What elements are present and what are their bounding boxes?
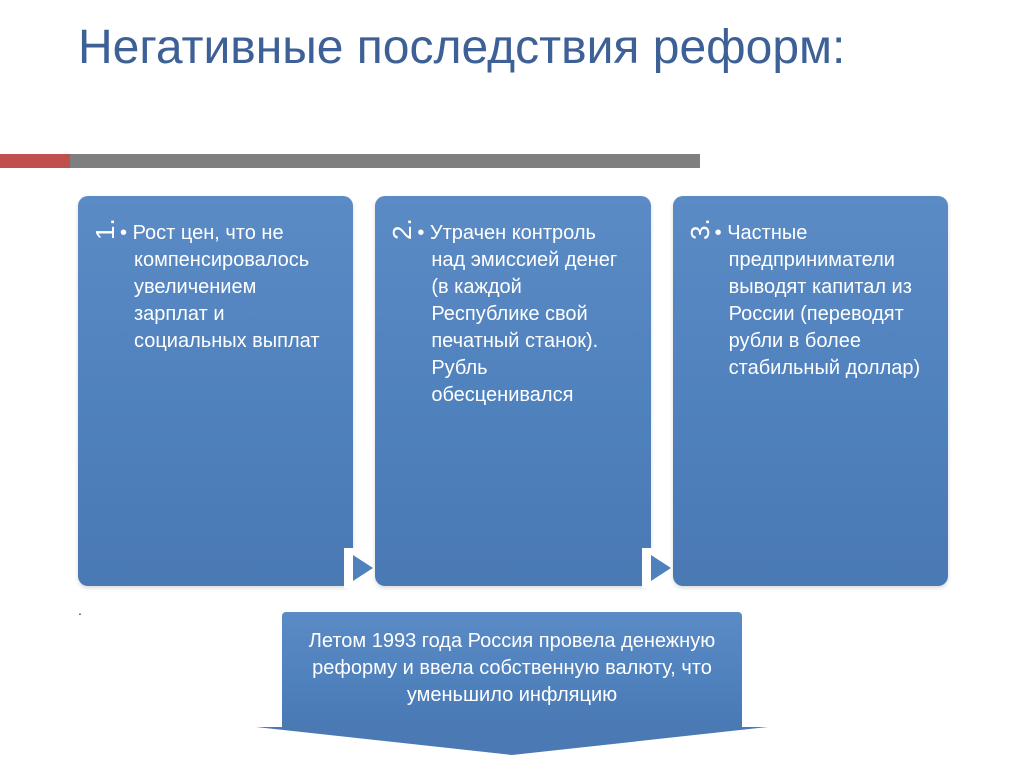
accent-gray	[70, 154, 700, 168]
card-1-number: 1.	[90, 218, 121, 240]
summary-text: Летом 1993 года Россия провела денежную …	[282, 612, 742, 727]
card-3-number: 3.	[685, 218, 716, 240]
accent-bar	[0, 154, 1024, 168]
card-3-text: Частные предприниматели выводят капитал …	[729, 220, 930, 382]
accent-white	[700, 154, 1024, 168]
card-1: 1. Рост цен, что не компенсировалось уве…	[78, 196, 353, 586]
slide: Негативные последствия реформ: 1. Рост ц…	[0, 0, 1024, 767]
card-2: 2. Утрачен контроль над эмиссией денег (…	[375, 196, 650, 586]
cards-row: 1. Рост цен, что не компенсировалось уве…	[78, 196, 948, 586]
stray-dot: .	[78, 602, 82, 618]
summary: Летом 1993 года Россия провела денежную …	[282, 612, 742, 755]
summary-arrow-down-icon	[282, 727, 742, 755]
accent-red	[0, 154, 70, 168]
card-2-text: Утрачен контроль над эмиссией денег (в к…	[431, 220, 632, 409]
card-3: 3. Частные предприниматели выводят капит…	[673, 196, 948, 586]
card-2-number: 2.	[387, 218, 418, 240]
card-1-text: Рост цен, что не компенсировалось увелич…	[134, 220, 335, 355]
slide-title: Негативные последствия реформ:	[78, 20, 845, 75]
